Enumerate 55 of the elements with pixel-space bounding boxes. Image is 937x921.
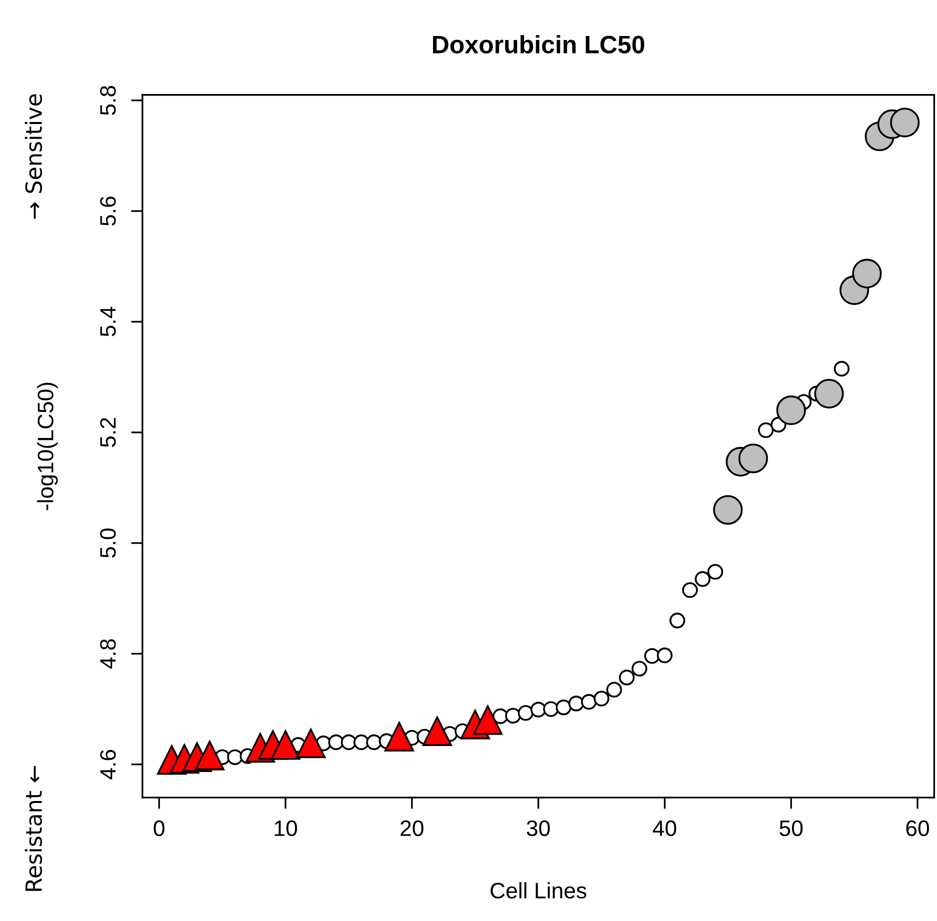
point	[834, 360, 850, 377]
point	[713, 495, 743, 525]
point	[776, 395, 806, 426]
x-tick-label: 0	[154, 820, 164, 836]
y-tick-label: 4.8	[100, 639, 116, 669]
text: → Sensitive	[24, 94, 42, 219]
point	[366, 734, 382, 750]
point	[890, 108, 920, 138]
point	[852, 258, 882, 288]
point	[296, 728, 326, 758]
y-tick-label: 5.2	[100, 418, 116, 447]
point	[340, 734, 357, 750]
point	[707, 564, 724, 580]
point	[618, 670, 635, 686]
point	[694, 571, 710, 587]
point	[632, 660, 648, 677]
point	[758, 422, 774, 438]
x-tick-label: 20	[400, 820, 424, 836]
point	[530, 702, 546, 718]
point	[669, 612, 686, 628]
y-axis-title: -log10(LC50)	[37, 382, 58, 510]
y-tick-label: 5.4	[100, 306, 116, 336]
x-tick-label: 60	[906, 820, 929, 836]
point	[328, 734, 344, 750]
y-tick-label: 5.0	[100, 528, 116, 558]
point	[543, 701, 559, 717]
point	[568, 696, 584, 712]
point	[422, 716, 452, 746]
point	[270, 730, 300, 760]
y-tick-label: 4.6	[100, 750, 116, 780]
point	[738, 444, 768, 474]
x-axis-title: Cell Lines	[490, 882, 586, 899]
y-tick-label: 5.8	[100, 86, 116, 115]
text: Resistant ←	[24, 766, 42, 891]
point	[656, 648, 673, 664]
point	[518, 705, 534, 721]
point	[814, 378, 844, 408]
x-tick-label: 30	[526, 820, 550, 836]
point	[581, 694, 597, 710]
chart-title: Doxorubicin LC50	[433, 35, 644, 54]
point	[227, 749, 243, 766]
x-tick-label: 40	[652, 820, 676, 836]
y-tick-label: 5.6	[100, 196, 116, 226]
point	[644, 648, 660, 664]
point	[682, 582, 698, 598]
point	[354, 734, 370, 750]
x-tick-label: 10	[274, 820, 297, 836]
point	[194, 740, 224, 770]
point	[594, 690, 610, 706]
point	[556, 700, 572, 716]
x-tick-label: 50	[780, 820, 803, 836]
point	[472, 705, 503, 735]
point	[606, 682, 622, 698]
point	[505, 708, 521, 724]
point	[384, 722, 414, 752]
